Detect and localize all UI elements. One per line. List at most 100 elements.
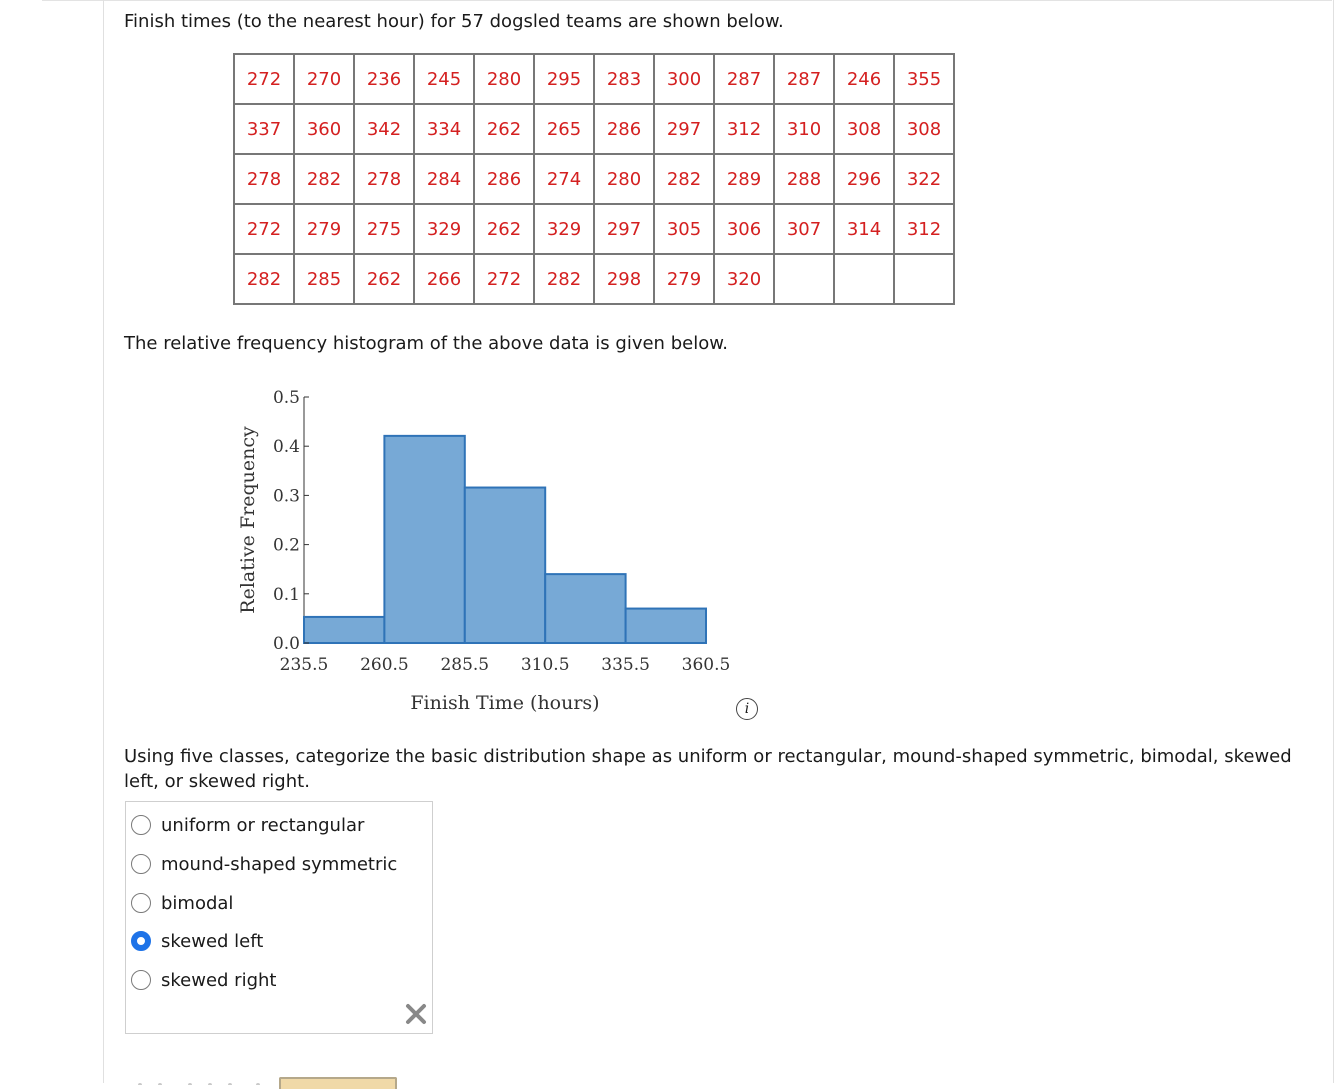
choice-mound-shaped-symmetric[interactable]: mound-shaped symmetric [131, 851, 397, 877]
table-cell: 306 [713, 203, 775, 255]
table-cell: 266 [413, 253, 475, 305]
table-cell: 312 [893, 203, 955, 255]
histogram-bar [463, 486, 547, 644]
table-cell: 279 [293, 203, 355, 255]
choice-bimodal[interactable]: bimodal [131, 890, 233, 916]
table-cell [833, 253, 895, 305]
table-cell: 296 [833, 153, 895, 205]
histogram-bar [544, 573, 627, 644]
y-tick-label: 0.1 [273, 585, 300, 605]
choice-skewed-right[interactable]: skewed right [131, 967, 276, 993]
table-cell: 286 [473, 153, 535, 205]
choice-label: uniform or rectangular [161, 814, 365, 836]
histogram-bar [624, 607, 708, 644]
table-cell: 320 [713, 253, 775, 305]
table-cell: 308 [833, 103, 895, 155]
answer-choices: uniform or rectangular mound-shaped symme… [125, 801, 433, 1034]
table-cell: 283 [593, 53, 655, 105]
histogram-bar [383, 434, 466, 645]
table-cell: 272 [473, 253, 535, 305]
table-cell: 262 [473, 203, 535, 255]
status-dots [138, 1083, 260, 1085]
choice-uniform-or-rectangular[interactable]: uniform or rectangular [131, 812, 364, 838]
table-cell: 246 [833, 53, 895, 105]
x-axis-label: Finish Time (hours) [410, 692, 599, 714]
table-cell: 360 [293, 103, 355, 155]
x-tick-label: 285.5 [440, 655, 489, 675]
table-cell: 342 [353, 103, 415, 155]
table-row: 272 279 275 329 262 329 297 305 306 307 314 312 [233, 203, 955, 255]
table-cell: 285 [293, 253, 355, 305]
choice-label: bimodal [161, 892, 234, 914]
table-cell: 280 [593, 153, 655, 205]
table-cell: 278 [353, 153, 415, 205]
radio-button[interactable] [131, 815, 151, 835]
table-cell: 286 [593, 103, 655, 155]
table-cell: 334 [413, 103, 475, 155]
histogram-bar [303, 615, 386, 644]
table-cell: 308 [893, 103, 955, 155]
table-cell: 282 [653, 153, 715, 205]
table-cell: 322 [893, 153, 955, 205]
table-cell: 312 [713, 103, 775, 155]
x-mark-icon [406, 1004, 426, 1024]
table-cell: 297 [593, 203, 655, 255]
table-cell: 329 [413, 203, 475, 255]
table-cell: 274 [533, 153, 595, 205]
table-cell: 265 [533, 103, 595, 155]
table-cell: 279 [653, 253, 715, 305]
top-border [42, 0, 1332, 1]
radio-button[interactable] [131, 931, 151, 951]
choice-skewed-left[interactable]: skewed left [131, 928, 263, 954]
radio-button[interactable] [131, 970, 151, 990]
table-cell: 329 [533, 203, 595, 255]
table-cell: 245 [413, 53, 475, 105]
y-tick-label: 0.0 [273, 634, 300, 654]
choice-label: mound-shaped symmetric [161, 853, 398, 875]
table-cell: 282 [533, 253, 595, 305]
histogram-caption: The relative frequency histogram of the … [124, 333, 728, 354]
table-cell: 270 [293, 53, 355, 105]
table-cell: 275 [353, 203, 415, 255]
table-cell: 280 [473, 53, 535, 105]
x-tick-label: 335.5 [601, 655, 650, 675]
problem-intro: Finish times (to the nearest hour) for 5… [124, 11, 784, 32]
table-cell: 288 [773, 153, 835, 205]
table-cell: 284 [413, 153, 475, 205]
submit-button[interactable] [279, 1077, 397, 1089]
table-cell: 355 [893, 53, 955, 105]
table-cell: 305 [653, 203, 715, 255]
y-tick-label: 0.2 [273, 536, 300, 556]
table-cell: 314 [833, 203, 895, 255]
table-cell: 236 [353, 53, 415, 105]
choice-label: skewed left [161, 930, 264, 952]
radio-button[interactable] [131, 893, 151, 913]
table-row: 278 282 278 284 286 274 280 282 289 288 296 322 [233, 153, 955, 205]
table-cell: 287 [773, 53, 835, 105]
finish-times-table: 272 270 236 245 280 295 283 300 287 287 246 355 337 3… [233, 53, 955, 305]
table-cell: 272 [233, 53, 295, 105]
x-tick-label: 235.5 [280, 655, 329, 675]
x-tick-label: 260.5 [360, 655, 409, 675]
table-cell: 282 [233, 253, 295, 305]
radio-button[interactable] [131, 854, 151, 874]
y-tick-label: 0.4 [273, 437, 300, 457]
y-tick-label: 0.3 [273, 486, 300, 506]
table-cell: 287 [713, 53, 775, 105]
table-cell: 262 [353, 253, 415, 305]
y-axis-label: Relative Frequency [237, 426, 259, 614]
table-row: 337 360 342 334 262 265 286 297 312 310 308 308 [233, 103, 955, 155]
info-icon[interactable]: i [736, 698, 758, 720]
table-cell: 337 [233, 103, 295, 155]
table-row: 282 285 262 266 272 282 298 279 320 [233, 253, 955, 305]
table-cell: 298 [593, 253, 655, 305]
table-cell: 297 [653, 103, 715, 155]
table-cell: 295 [533, 53, 595, 105]
table-cell: 300 [653, 53, 715, 105]
table-cell [773, 253, 835, 305]
question-text: Using five classes, categorize the basic… [124, 746, 1292, 792]
table-row: 272 270 236 245 280 295 283 300 287 287 246 355 [233, 53, 955, 105]
table-cell [893, 253, 955, 305]
table-cell: 289 [713, 153, 775, 205]
relative-frequency-histogram: 0.0 0.1 0.2 0.3 0.4 0.5 235.5 260.5 285.5 310.5 33… [237, 388, 730, 714]
